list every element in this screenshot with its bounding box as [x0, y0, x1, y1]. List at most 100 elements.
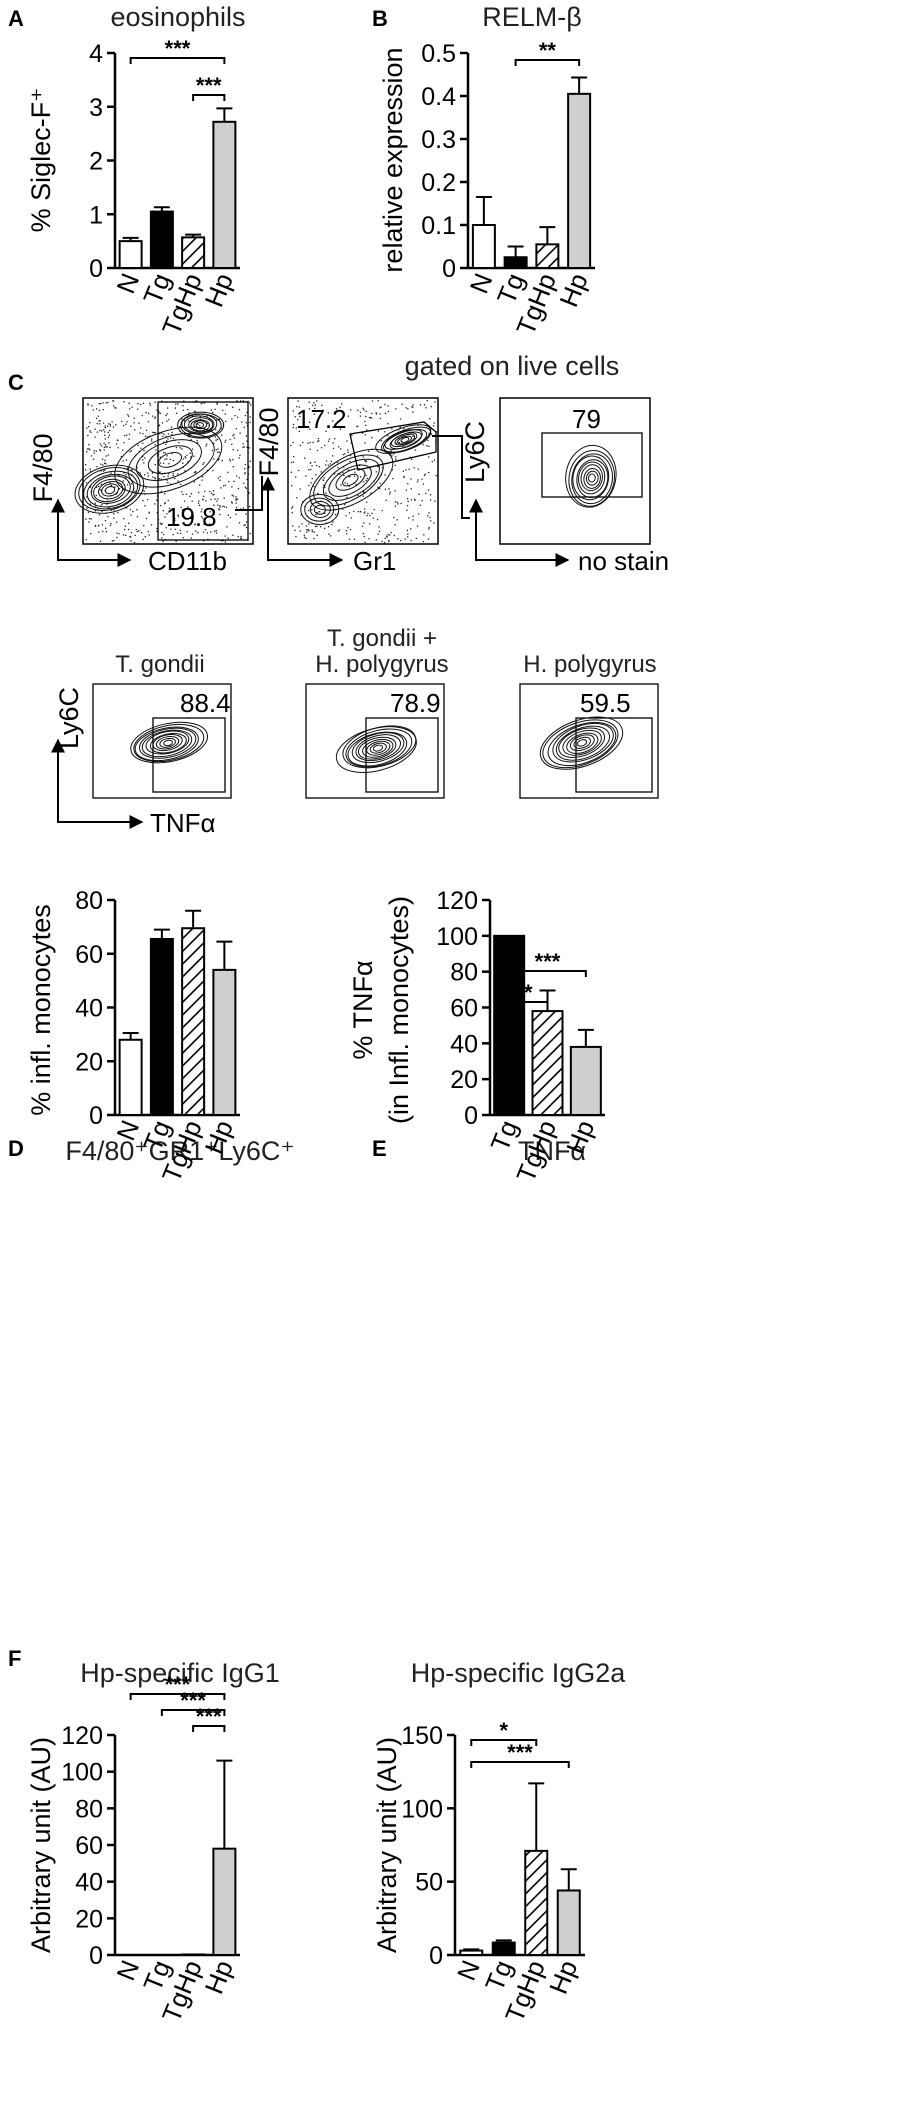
event-dot [143, 474, 146, 476]
event-dot [88, 448, 90, 450]
event-dot [344, 453, 346, 455]
event-dot [410, 499, 413, 501]
event-dot [238, 477, 240, 479]
event-dot [384, 488, 386, 490]
event-dot [160, 490, 162, 493]
contour-line [347, 731, 408, 767]
event-dot [128, 408, 131, 410]
flow-y-label: Ly6C [460, 421, 490, 483]
event-dot [243, 426, 245, 429]
flow-gate [541, 432, 643, 498]
event-dot [362, 491, 365, 493]
x-tick-label: Hp [199, 1956, 239, 1998]
y-tick-label: 60 [450, 995, 478, 1023]
event-dot [90, 518, 92, 520]
event-dot [179, 529, 181, 532]
event-dot [218, 458, 220, 460]
event-dot [162, 533, 165, 536]
event-dot [388, 493, 391, 495]
event-dot [191, 415, 193, 417]
event-dot [164, 493, 166, 495]
event-dot [94, 510, 96, 512]
event-dot [379, 417, 382, 420]
event-dot [216, 403, 218, 405]
event-dot [147, 530, 150, 533]
chart-b-relm-beta: RELM-β relative expression 0 0.1 0.2 0.3 0.4 0.… [378, 2, 595, 339]
event-dot [248, 492, 250, 494]
event-dot [151, 472, 154, 474]
event-dot [384, 412, 387, 415]
event-dot [190, 537, 193, 539]
event-dot [194, 524, 196, 526]
event-dot [363, 508, 366, 510]
event-dot [203, 523, 205, 526]
significance-bracket [129, 1693, 226, 1700]
event-dot [120, 455, 123, 458]
event-dot [193, 481, 195, 483]
event-dot [156, 409, 158, 411]
event-dot [162, 435, 164, 437]
event-dot [224, 541, 227, 543]
flow-bottom-y-label: Ly6C [54, 687, 84, 749]
event-dot [197, 423, 199, 426]
event-dot [343, 474, 345, 477]
event-dot [409, 456, 411, 458]
event-dot [249, 421, 251, 424]
event-dot [368, 450, 370, 452]
event-dot [303, 457, 306, 459]
event-dot [198, 500, 200, 502]
event-dot [156, 512, 158, 514]
event-dot [205, 500, 207, 502]
event-dot [145, 517, 148, 520]
event-dot [314, 404, 316, 406]
event-dot [202, 531, 205, 533]
event-dot [387, 405, 389, 407]
event-dot [332, 442, 334, 444]
event-dot [365, 461, 367, 463]
event-dot [231, 494, 233, 496]
event-dot [408, 517, 410, 519]
event-dot [117, 511, 119, 514]
event-dot [170, 426, 173, 428]
contour-line [366, 740, 391, 756]
event-dot [408, 468, 410, 470]
significance-label: *** [196, 1704, 222, 1729]
significance-bracket [508, 1001, 549, 1008]
event-dot [305, 475, 307, 477]
event-dot [216, 402, 218, 404]
event-dot [96, 422, 99, 425]
event-dot [182, 493, 184, 496]
contour-line [104, 486, 116, 495]
event-dot [159, 412, 162, 415]
event-dot [175, 446, 178, 449]
event-dot [235, 498, 237, 500]
event-dot [104, 434, 106, 436]
event-dot [390, 450, 392, 452]
event-dot [371, 400, 374, 402]
event-dot [290, 461, 293, 464]
event-dot [177, 480, 179, 482]
event-dot [309, 421, 311, 424]
event-dot [161, 531, 163, 534]
event-dot [239, 432, 241, 434]
event-dot [142, 455, 144, 458]
event-dot [407, 408, 409, 410]
event-dot [115, 521, 118, 523]
event-dot [310, 468, 312, 471]
event-dot [236, 475, 238, 477]
bar-hp [569, 1045, 602, 1116]
event-dot [427, 515, 429, 517]
event-dot [394, 464, 396, 467]
event-dot [223, 497, 225, 499]
event-dot [154, 417, 156, 419]
event-dot [380, 406, 382, 408]
event-dot [364, 511, 366, 513]
event-dot [292, 441, 294, 444]
bar-hp [567, 92, 592, 269]
event-dot [384, 431, 386, 433]
event-dot [244, 486, 246, 488]
panel-c-flow-cytometry: gated on live cells 19.8 F4/80 CD11b 17.… [28, 351, 669, 838]
event-dot [248, 466, 250, 468]
event-dot [316, 464, 318, 467]
event-dot [242, 507, 245, 509]
